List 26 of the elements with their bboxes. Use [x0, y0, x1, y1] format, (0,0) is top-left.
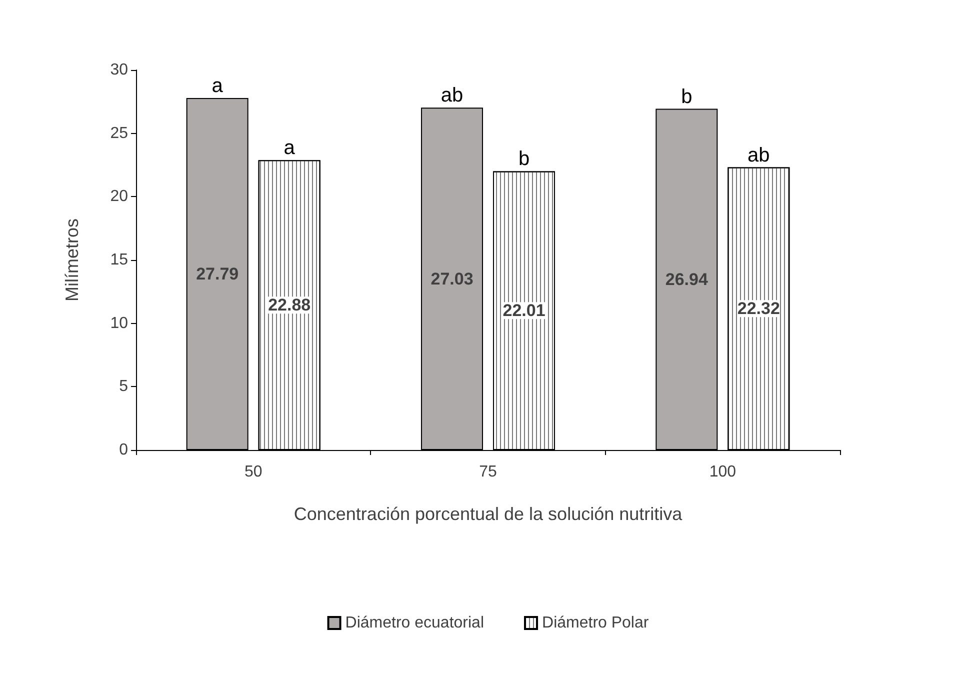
data-label: 27.79 [196, 264, 239, 284]
x-tick-label: 100 [709, 464, 736, 480]
annotation: ab [748, 144, 770, 166]
data-label: 22.01 [502, 301, 546, 320]
data-label: 26.94 [665, 270, 708, 289]
y-tick-label: 10 [110, 314, 128, 332]
legend-label: Diámetro Polar [542, 614, 650, 632]
y-tick-label: 30 [110, 62, 128, 78]
legend-label: Diámetro ecuatorial [345, 614, 484, 632]
x-axis-title: Concentración porcentual de la solución nutritiva [294, 504, 684, 524]
y-tick-label: 20 [110, 188, 128, 206]
data-label: 22.32 [737, 299, 780, 318]
data-label: 22.88 [268, 296, 311, 315]
annotation: b [681, 86, 692, 108]
y-tick-label: 25 [110, 124, 128, 142]
annotation: a [212, 74, 224, 97]
annotation: a [284, 137, 296, 160]
y-axis-title: Milímetros [62, 218, 82, 302]
y-tick-label: 0 [119, 442, 128, 458]
data-label: 27.03 [430, 269, 474, 288]
annotation: ab [440, 84, 464, 107]
x-tick-label: 75 [479, 464, 497, 480]
y-tick-label: 5 [119, 378, 128, 396]
y-tick-label: 15 [110, 252, 128, 268]
annotation: b [518, 148, 530, 170]
x-tick-label: 50 [244, 464, 262, 480]
